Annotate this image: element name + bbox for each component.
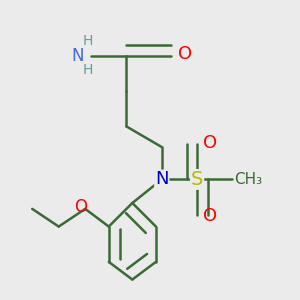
Text: O: O — [74, 198, 87, 216]
Text: O: O — [203, 134, 217, 152]
Text: O: O — [203, 207, 217, 225]
Text: CH₃: CH₃ — [234, 172, 262, 187]
Text: N: N — [155, 170, 169, 188]
Text: S: S — [191, 170, 203, 189]
Text: H: H — [83, 34, 93, 48]
Text: O: O — [178, 45, 192, 63]
Text: H: H — [83, 63, 93, 77]
Text: N: N — [71, 47, 84, 65]
